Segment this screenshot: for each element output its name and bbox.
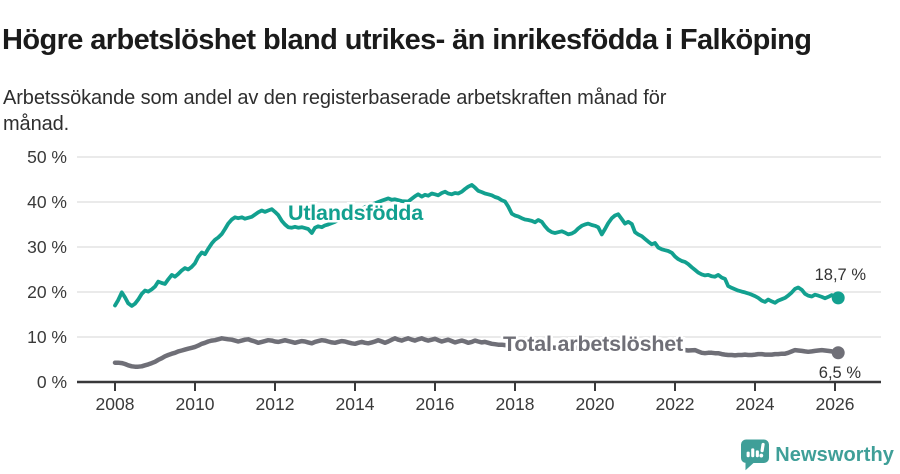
page-title: Högre arbetslöshet bland utrikes- än inr… — [2, 24, 812, 57]
utlandsfodda-end-dot — [831, 291, 845, 305]
x-tick-label: 2016 — [416, 394, 455, 414]
x-tick-label: 2024 — [736, 394, 775, 414]
total-arbetsloshet-line — [112, 336, 841, 369]
bar-medium — [755, 450, 760, 458]
utlandsfodda-end-value-label: 18,7 % — [815, 266, 867, 284]
brand-name: Newsworthy — [775, 443, 894, 466]
utlandsfodda-series-label: Utlandsfödda — [288, 201, 424, 225]
bar-small — [746, 451, 750, 458]
x-tick-label: 2012 — [256, 394, 295, 414]
bar-tall — [751, 448, 755, 458]
total-arbetsloshet-end-value-label: 6,5 % — [819, 364, 862, 382]
y-tick-label: 40 % — [27, 192, 67, 212]
x-tick-label: 2026 — [816, 394, 855, 414]
y-tick-label: 50 % — [27, 147, 67, 167]
y-tick-label: 10 % — [27, 327, 67, 347]
x-tick-label: 2020 — [576, 394, 615, 414]
x-tick-label: 2010 — [176, 394, 215, 414]
chart-subtitle: Arbetssökande som andel av den registerb… — [3, 87, 667, 136]
y-tick-label: 30 % — [27, 237, 67, 257]
newsworthy-logo-icon — [741, 439, 770, 471]
speech-bubble-shape — [741, 439, 770, 471]
x-tick-label: 2022 — [656, 394, 695, 414]
y-tick-label: 20 % — [27, 282, 67, 302]
brand-footer: Newsworthy — [740, 438, 894, 472]
unemployment-line-chart: 0 % 10 % 20 % 30 % 40 % 50 % 2008 2010 2012 2014 2… — [27, 147, 881, 414]
total-arbetsloshet-end-dot — [831, 346, 845, 360]
x-tick-label: 2008 — [96, 394, 135, 414]
x-tick-label: 2018 — [496, 394, 535, 414]
x-tick-label: 2014 — [336, 394, 375, 414]
total-arbetsloshet-series-label: Total arbetslöshet — [503, 332, 683, 356]
y-tick-label: 0 % — [37, 372, 67, 392]
utlandsfodda-line — [113, 183, 841, 308]
exclamation-mark — [759, 442, 765, 458]
